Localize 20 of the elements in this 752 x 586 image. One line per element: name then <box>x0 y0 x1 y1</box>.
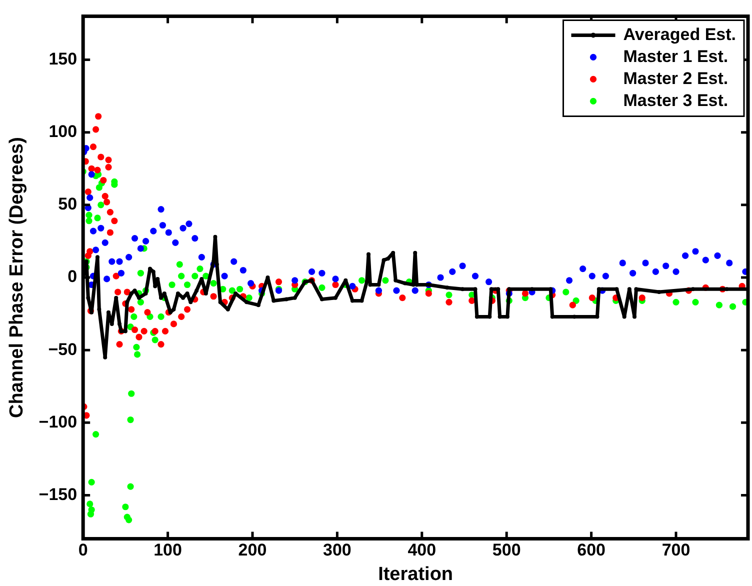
y-tick-label: −150 <box>38 484 78 504</box>
y-axis-title: Channel Phase Error (Degrees) <box>6 137 28 418</box>
x-tick-label: 700 <box>662 540 690 560</box>
y-tick-label: 100 <box>48 122 78 142</box>
x-tick-label: 200 <box>238 540 267 560</box>
y-tick-label: 50 <box>58 194 78 214</box>
legend-label: Master 3 Est. <box>623 90 728 110</box>
y-tick-label: −50 <box>48 340 78 359</box>
legend-label: Master 1 Est. <box>623 46 728 66</box>
y-tick-label: 150 <box>48 49 78 68</box>
x-tick-label: 100 <box>154 540 182 560</box>
y-tick-label: 0 <box>68 267 78 286</box>
legend-label: Master 2 Est. <box>623 68 728 88</box>
legend-label: Averaged Est. <box>623 24 736 44</box>
x-axis-title: Iteration <box>378 564 454 585</box>
x-tick-label: 400 <box>408 540 436 560</box>
x-tick-label: 600 <box>577 540 606 560</box>
x-tick-label: 300 <box>323 540 352 560</box>
y-tick-label: −100 <box>38 412 78 432</box>
x-tick-label: 500 <box>492 540 521 560</box>
